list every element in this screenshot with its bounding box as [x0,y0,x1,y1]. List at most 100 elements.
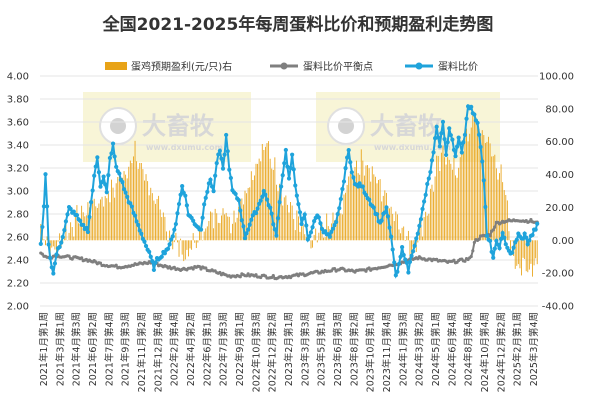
balance-point [98,261,103,265]
ratio-point [478,144,483,150]
ratio-point [183,193,188,198]
ratio-point [264,197,270,202]
ratio-point [54,252,59,257]
ratio-point [293,183,298,188]
right-axis-tick-label: 60.00 [545,137,574,148]
x-axis-tick-label: 2022年4月第2周 [185,312,197,386]
ratio-point [52,261,58,266]
profit-bar [489,143,491,241]
profit-bar [473,116,475,241]
ratio-point [203,195,208,201]
profit-bar [49,240,51,258]
ratio-point [63,219,69,224]
profit-bar [255,163,257,241]
profit-bar [499,173,500,241]
ratio-point [257,201,262,206]
ratio-point [92,173,97,178]
ratio-point [431,150,436,155]
profit-bar [79,223,81,241]
profit-bar [232,223,233,241]
ratio-point [291,167,296,172]
legend-marker-ratio [415,62,423,70]
profit-bar [78,223,79,241]
profit-bar [180,238,182,241]
balance-point [191,267,195,271]
ratio-point [283,147,288,153]
profit-bar [236,217,238,241]
profit-bar [508,231,510,241]
ratio-point [492,246,497,251]
ratio-point [148,254,153,259]
legend: 蛋鸡预期盈利(元/只)右 蛋料比价平衡点 蛋料比价 [105,60,478,73]
profit-bar [87,202,89,241]
profit-bar [161,217,163,241]
ratio-point [411,249,416,254]
balance-point [80,256,84,260]
balance-point [488,234,492,238]
ratio-point [121,187,127,192]
ratio-point [524,235,529,240]
profit-bar [343,194,345,241]
profit-bar [271,168,273,241]
ratio-point [200,215,205,220]
ratio-point [180,184,185,189]
profit-bar [126,178,128,241]
ratio-point [337,206,342,211]
profit-bar [186,240,188,250]
ratio-point [384,205,389,210]
profit-bar [502,182,504,241]
ratio-point [60,234,65,240]
profit-bar [115,183,117,241]
ratio-point [290,152,295,157]
ratio-point [88,200,94,205]
ratio-point [169,237,174,242]
profit-bar [407,230,409,241]
ratio-point [219,156,224,161]
ratio-point [142,239,147,244]
balance-point [472,240,476,245]
profit-bar [274,157,276,241]
ratio-point [445,140,450,145]
profit-bar [356,160,357,241]
profit-bar [488,136,489,241]
ratio-point [514,237,519,242]
profit-bar [103,206,105,241]
profit-bar [302,223,304,241]
x-axis-tick-label: 2023年2月第1周 [283,312,295,386]
x-axis-tick-label: 2023年6月第3周 [332,312,344,386]
profit-bar [334,220,335,241]
x-axis-tick-label: 2023年10月第1周 [365,312,377,392]
ratio-point [57,244,62,250]
x-axis-tick-label: 2021年9月第3周 [120,312,132,386]
x-axis-tick-label: 2022年6月第1周 [201,312,213,386]
ratio-point [150,259,155,264]
ratio-point [535,221,540,226]
profit-bar [297,216,299,241]
profit-bar [510,240,511,251]
profit-bar [222,208,224,241]
profit-bar [114,197,116,241]
ratio-point [98,184,103,189]
profit-bar [104,196,106,241]
ratio-point [136,222,141,228]
ratio-point [335,211,340,217]
ratio-point [44,204,50,209]
profit-bar [396,214,398,241]
balance-point [471,249,475,253]
profit-bar [341,214,343,241]
profit-bar [76,205,78,241]
ratio-point [269,211,274,216]
ratio-point [129,204,134,209]
profit-bar [349,173,351,241]
ratio-point [211,189,216,194]
ratio-point [173,221,178,227]
ratio-point [93,164,98,169]
ratio-point [530,232,535,238]
ratio-point [367,197,372,202]
ratio-point [476,132,482,137]
profit-bar [477,120,478,241]
profit-bar [276,184,277,241]
profit-bar [466,128,467,241]
watermark-left: 大畜牧 www.dxumu.com [83,92,251,162]
